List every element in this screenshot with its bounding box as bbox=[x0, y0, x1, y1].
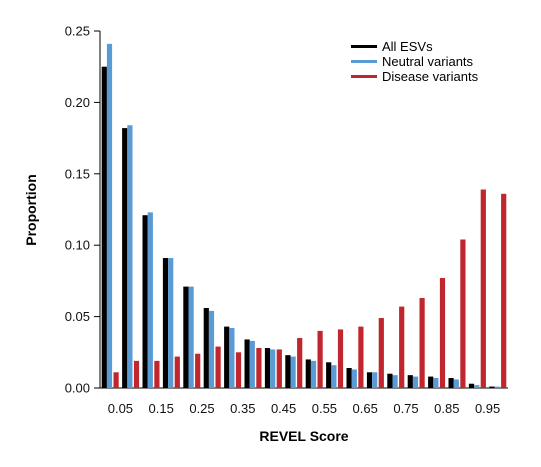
bar-neutral-variants bbox=[474, 385, 480, 388]
x-tick-label: 0.45 bbox=[271, 401, 296, 416]
bar-disease-variants bbox=[215, 346, 221, 388]
x-tick-label: 0.75 bbox=[393, 401, 418, 416]
bar-neutral-variants bbox=[168, 258, 174, 388]
x-tick-label: 0.05 bbox=[108, 401, 133, 416]
bar-all-esvs bbox=[407, 375, 413, 388]
legend-swatch-all-esvs bbox=[351, 45, 377, 48]
y-tick-label: 0.20 bbox=[65, 95, 90, 110]
legend-swatch-neutral-variants bbox=[351, 60, 377, 63]
legend-item-all-esvs: All ESVs bbox=[351, 39, 433, 54]
y-tick-label: 0.05 bbox=[65, 309, 90, 324]
bar-all-esvs bbox=[489, 386, 495, 388]
bar-all-esvs bbox=[264, 348, 271, 388]
bar-all-esvs bbox=[428, 376, 434, 388]
bar-neutral-variants bbox=[310, 360, 317, 388]
bar-neutral-variants bbox=[433, 378, 439, 388]
bar-all-esvs bbox=[244, 339, 250, 388]
legend-item-disease-variants: Disease variants bbox=[351, 69, 479, 84]
x-tick-label: 0.65 bbox=[353, 401, 378, 416]
bar-disease-variants bbox=[256, 348, 262, 388]
bar-neutral-variants bbox=[351, 369, 357, 388]
bar-disease-variants bbox=[378, 318, 384, 388]
bar-neutral-variants bbox=[229, 328, 235, 388]
x-tick-label: 0.85 bbox=[434, 401, 459, 416]
bar-all-esvs bbox=[366, 372, 373, 388]
x-tick-label: 0.55 bbox=[312, 401, 337, 416]
bar-all-esvs bbox=[101, 66, 107, 388]
bar-neutral-variants bbox=[290, 356, 296, 388]
legend-label-disease-variants: Disease variants bbox=[382, 69, 479, 84]
bar-all-esvs bbox=[346, 368, 352, 388]
bar-disease-variants bbox=[154, 360, 160, 388]
bar-disease-variants bbox=[195, 353, 201, 388]
bar-disease-variants bbox=[337, 329, 344, 388]
bar-neutral-variants bbox=[392, 375, 398, 388]
legend-item-neutral-variants: Neutral variants bbox=[351, 54, 474, 69]
bar-disease-variants bbox=[133, 360, 140, 388]
x-ticks: 0.05 0.15 0.25 0.35 0.45 0.55 0.65 0.75 0.85 0.95 bbox=[108, 401, 501, 416]
bar-disease-variants bbox=[235, 352, 242, 388]
bar-disease-variants bbox=[174, 356, 180, 388]
bar-all-esvs bbox=[122, 128, 128, 388]
y-tick-label: 0.15 bbox=[65, 166, 90, 181]
bar-disease-variants bbox=[439, 278, 446, 388]
bar-all-esvs bbox=[203, 308, 209, 388]
bar-all-esvs bbox=[448, 378, 454, 388]
bar-disease-variants bbox=[399, 306, 405, 388]
bar-disease-variants bbox=[276, 349, 282, 388]
y-ticks: 0.00 0.05 0.10 0.15 0.20 0.25 bbox=[65, 24, 100, 396]
y-tick-label: 0.25 bbox=[65, 24, 90, 39]
bar-neutral-variants bbox=[412, 376, 419, 388]
x-tick-label: 0.25 bbox=[189, 401, 214, 416]
bar-disease-variants bbox=[317, 330, 323, 388]
bar-neutral-variants bbox=[106, 43, 113, 388]
axes bbox=[99, 31, 508, 389]
bar-all-esvs bbox=[285, 355, 291, 388]
bar-disease-variants bbox=[460, 239, 466, 388]
bar-disease-variants bbox=[501, 193, 507, 388]
legend-label-all-esvs: All ESVs bbox=[382, 39, 433, 54]
bars bbox=[101, 43, 507, 388]
bar-all-esvs bbox=[142, 215, 148, 388]
bar-neutral-variants bbox=[494, 386, 500, 388]
legend: All ESVs Neutral variants Disease varian… bbox=[351, 39, 479, 84]
legend-swatch-disease-variants bbox=[351, 75, 377, 78]
bar-all-esvs bbox=[387, 373, 393, 388]
bar-all-esvs bbox=[305, 359, 311, 388]
bar-neutral-variants bbox=[270, 349, 276, 388]
bar-all-esvs bbox=[162, 258, 169, 388]
bar-neutral-variants bbox=[249, 340, 255, 388]
bar-neutral-variants bbox=[127, 125, 133, 388]
bar-disease-variants bbox=[358, 326, 364, 388]
bar-neutral-variants bbox=[147, 212, 153, 388]
bar-disease-variants bbox=[113, 372, 119, 388]
bar-neutral-variants bbox=[188, 286, 194, 388]
bar-all-esvs bbox=[468, 383, 475, 388]
bar-all-esvs bbox=[183, 286, 189, 388]
bar-all-esvs bbox=[224, 326, 230, 388]
y-tick-label: 0.10 bbox=[65, 238, 90, 253]
x-tick-label: 0.35 bbox=[230, 401, 255, 416]
bar-disease-variants bbox=[297, 338, 303, 388]
x-tick-label: 0.15 bbox=[149, 401, 174, 416]
bar-neutral-variants bbox=[208, 310, 215, 388]
y-axis-title: Proportion bbox=[23, 174, 39, 246]
bar-neutral-variants bbox=[331, 365, 337, 388]
bar-disease-variants bbox=[419, 298, 425, 388]
bar-neutral-variants bbox=[372, 372, 378, 388]
x-axis-title: REVEL Score bbox=[259, 428, 348, 444]
x-tick-label: 0.95 bbox=[475, 401, 500, 416]
y-tick-label: 0.00 bbox=[65, 381, 90, 396]
bar-all-esvs bbox=[326, 362, 332, 388]
bar-neutral-variants bbox=[453, 379, 459, 388]
bar-disease-variants bbox=[480, 189, 486, 388]
legend-label-neutral-variants: Neutral variants bbox=[382, 54, 474, 69]
